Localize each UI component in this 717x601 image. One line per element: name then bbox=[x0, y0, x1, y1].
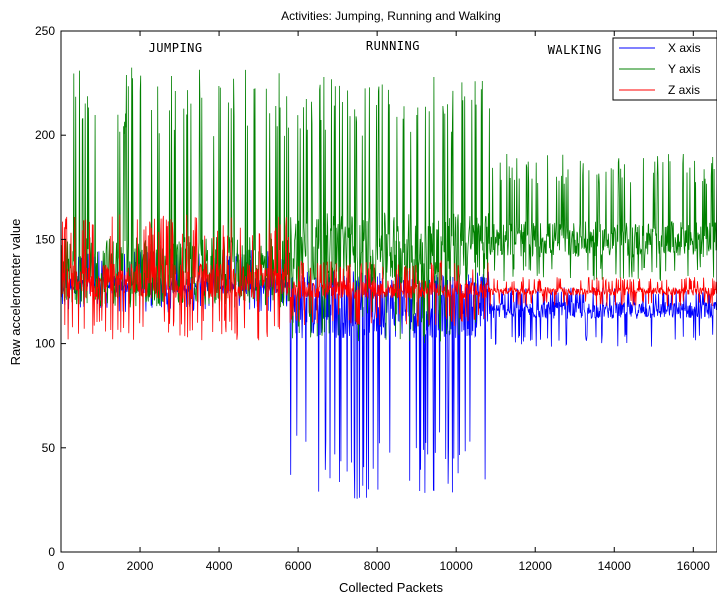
x-tick-label: 10000 bbox=[439, 559, 473, 573]
y-tick-label: 150 bbox=[35, 232, 55, 246]
series-line-z-axis bbox=[61, 214, 717, 341]
legend-label-z-axis: Z axis bbox=[668, 83, 700, 97]
chart-title: Activities: Jumping, Running and Walking bbox=[281, 9, 501, 23]
y-tick-label: 250 bbox=[35, 24, 55, 38]
y-tick-label: 200 bbox=[35, 128, 55, 142]
x-tick-label: 8000 bbox=[364, 559, 391, 573]
y-tick-label: 0 bbox=[48, 545, 55, 559]
activity-label-running: RUNNING bbox=[366, 39, 420, 53]
legend: X axis Y axis Z axis bbox=[612, 37, 717, 101]
activity-label-walking: WALKING bbox=[548, 43, 602, 57]
legend-label-x-axis: X axis bbox=[668, 41, 701, 55]
x-tick-label: 16000 bbox=[677, 559, 711, 573]
y-axis-label: Raw accelerometer value bbox=[8, 219, 23, 366]
y-axis: 0 50 100 150 200 250 bbox=[35, 24, 66, 559]
series-layer bbox=[61, 67, 717, 499]
y-tick-label: 100 bbox=[35, 337, 55, 351]
activity-annotations: JUMPING RUNNING WALKING bbox=[149, 39, 602, 57]
x-tick-label: 6000 bbox=[285, 559, 312, 573]
x-tick-label: 2000 bbox=[127, 559, 154, 573]
plot-frame bbox=[60, 30, 717, 553]
x-tick-label: 0 bbox=[58, 559, 65, 573]
activity-label-jumping: JUMPING bbox=[149, 41, 203, 55]
x-axis-label: Collected Packets bbox=[339, 580, 444, 595]
x-axis: 0 2000 4000 6000 8000 10000 12000 14000 16000 bbox=[58, 31, 711, 573]
legend-label-y-axis: Y axis bbox=[668, 62, 700, 76]
y-tick-label: 50 bbox=[42, 441, 56, 455]
x-tick-label: 4000 bbox=[206, 559, 233, 573]
x-tick-label: 12000 bbox=[519, 559, 553, 573]
x-tick-label: 14000 bbox=[598, 559, 632, 573]
